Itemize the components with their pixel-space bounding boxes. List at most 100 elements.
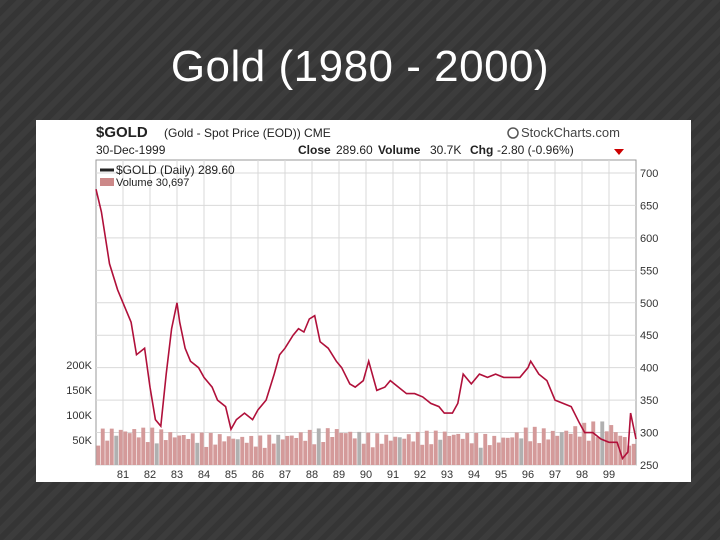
volume-bar bbox=[307, 429, 312, 465]
volume-bar bbox=[424, 430, 429, 465]
close-value: 289.60 bbox=[336, 143, 373, 157]
volume-bar bbox=[96, 445, 101, 465]
chart-panel: $GOLD (Gold - Spot Price (EOD)) CME Stoc… bbox=[36, 120, 691, 482]
x-tick-label: 83 bbox=[171, 469, 183, 481]
volume-bar bbox=[339, 432, 344, 465]
price-tick-label: 500 bbox=[640, 298, 658, 310]
volume-bar bbox=[415, 431, 420, 465]
volume-bar bbox=[181, 435, 186, 465]
volume-bar bbox=[406, 434, 411, 465]
volume-bar bbox=[150, 427, 155, 465]
price-tick-label: 600 bbox=[640, 233, 658, 245]
chg-label: Chg bbox=[470, 143, 493, 157]
volume-bar bbox=[492, 435, 497, 465]
volume-bar bbox=[109, 428, 114, 465]
volume-bar bbox=[532, 426, 537, 465]
volume-bar bbox=[285, 435, 290, 465]
x-tick-label: 91 bbox=[387, 469, 399, 481]
volume-bar bbox=[496, 442, 501, 465]
price-tick-label: 300 bbox=[640, 428, 658, 440]
volume-bar bbox=[397, 437, 402, 465]
x-tick-label: 92 bbox=[414, 469, 426, 481]
volume-bar bbox=[447, 435, 452, 465]
volume-bar bbox=[483, 433, 488, 465]
x-tick-label: 89 bbox=[333, 469, 345, 481]
grid-lines bbox=[96, 160, 636, 466]
volume-bar bbox=[127, 433, 132, 465]
volume-bar bbox=[114, 435, 119, 465]
volume-bar bbox=[631, 443, 636, 465]
volume-bar bbox=[208, 432, 213, 465]
volume-bar bbox=[123, 431, 128, 465]
volume-bar bbox=[541, 428, 546, 465]
price-tick-label: 650 bbox=[640, 200, 658, 212]
volume-bar bbox=[141, 427, 146, 465]
price-tick-label: 700 bbox=[640, 168, 658, 180]
volume-bar bbox=[460, 438, 465, 465]
volume-bar bbox=[145, 442, 150, 465]
volume-bar bbox=[474, 432, 479, 465]
chg-value: -2.80 (-0.96%) bbox=[497, 143, 574, 157]
volume-bar bbox=[487, 445, 492, 465]
volume-bar bbox=[159, 429, 164, 465]
price-series-line bbox=[95, 189, 637, 461]
x-tick-label: 82 bbox=[144, 469, 156, 481]
volume-tick-label: 50K bbox=[72, 435, 92, 447]
volume-bar bbox=[456, 433, 461, 465]
x-tick-label: 87 bbox=[279, 469, 291, 481]
volume-bar bbox=[334, 429, 339, 465]
down-arrow-icon bbox=[614, 149, 624, 155]
volume-bar bbox=[429, 444, 434, 465]
volume-tick-label: 200K bbox=[66, 360, 92, 372]
volume-bar bbox=[195, 442, 200, 465]
volume-bar bbox=[627, 445, 632, 465]
x-tick-label: 99 bbox=[603, 469, 615, 481]
volume-bar bbox=[321, 442, 326, 465]
volume-bar bbox=[546, 439, 551, 465]
volume-bar bbox=[384, 434, 389, 465]
legend-volume-label: Volume 30,697 bbox=[116, 177, 189, 189]
volume-bar bbox=[514, 432, 519, 465]
volume-bar bbox=[186, 438, 191, 465]
chart-date: 30-Dec-1999 bbox=[96, 143, 166, 157]
volume-bar bbox=[316, 428, 321, 465]
x-tick-label: 85 bbox=[225, 469, 237, 481]
volume-bar bbox=[267, 434, 272, 465]
volume-label: Volume bbox=[378, 143, 421, 157]
volume-bar bbox=[199, 432, 204, 465]
volume-bar bbox=[240, 436, 245, 465]
volume-bar bbox=[433, 430, 438, 465]
x-tick-label: 81 bbox=[117, 469, 129, 481]
volume-bar bbox=[136, 437, 141, 465]
volume-bar bbox=[118, 429, 123, 465]
volume-bar bbox=[510, 437, 515, 465]
chart-brand: StockCharts.com bbox=[521, 125, 620, 140]
x-tick-label: 97 bbox=[549, 469, 561, 481]
volume-bar bbox=[402, 438, 407, 465]
price-tick-label: 350 bbox=[640, 395, 658, 407]
volume-bar bbox=[226, 436, 231, 465]
x-axis-ticks: 81 82 83 84 85 86 87 88 89 90 91 92 93 94 95 96 97 98 99 bbox=[117, 469, 615, 481]
volume-bar bbox=[586, 440, 591, 465]
volume-bar bbox=[168, 432, 173, 465]
x-tick-label: 93 bbox=[441, 469, 453, 481]
x-tick-label: 98 bbox=[576, 469, 588, 481]
volume-bar bbox=[568, 433, 573, 465]
volume-bar bbox=[217, 434, 222, 465]
volume-bar bbox=[555, 435, 560, 465]
volume-bar bbox=[388, 440, 393, 465]
x-tick-label: 94 bbox=[468, 469, 480, 481]
x-tick-label: 88 bbox=[306, 469, 318, 481]
volume-bar bbox=[357, 431, 362, 465]
legend-volume-swatch bbox=[100, 178, 114, 186]
volume-bar bbox=[330, 437, 335, 465]
volume-bar bbox=[537, 443, 542, 465]
volume-bar bbox=[244, 442, 249, 465]
volume-bar bbox=[420, 444, 425, 465]
volume-bar bbox=[393, 436, 398, 465]
volume-bar bbox=[105, 440, 110, 465]
volume-bar bbox=[276, 434, 281, 465]
volume-bar bbox=[312, 444, 317, 465]
volume-bar bbox=[294, 437, 299, 465]
volume-bar bbox=[591, 421, 596, 465]
